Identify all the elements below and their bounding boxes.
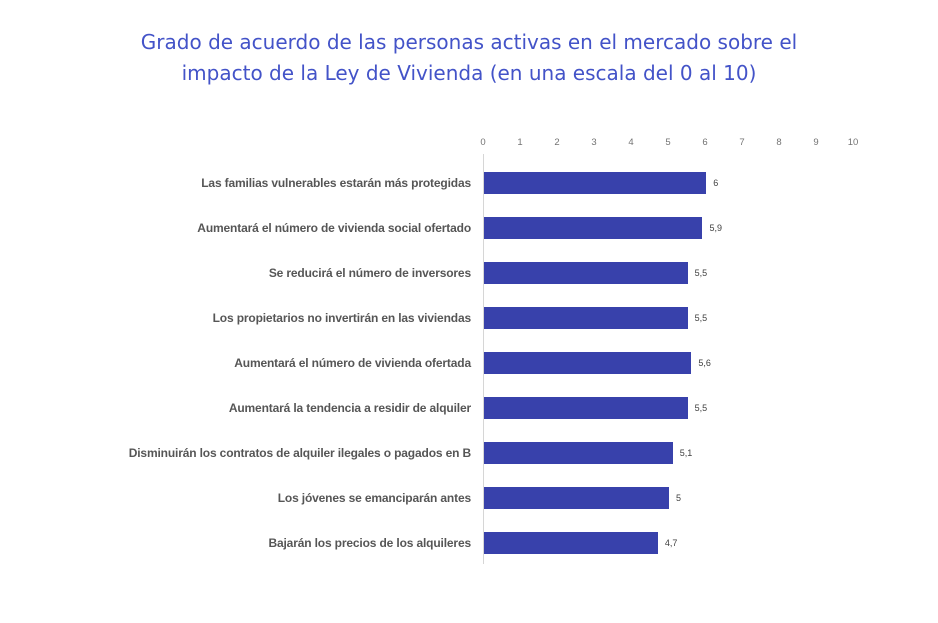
category-label-text: Aumentará la tendencia a residir de alqu… — [228, 400, 471, 415]
value-label: 5,6 — [698, 357, 711, 368]
x-axis-ticks: 0 1 2 3 4 5 6 7 8 9 10 — [480, 137, 858, 151]
category-label-text: Aumentará el número de vivienda social o… — [197, 220, 471, 235]
bar-row: Se reducirá el número de inversores 5,5 — [100, 250, 855, 295]
value-label: 5,5 — [694, 312, 708, 323]
category-label-text: Las familias vulnerables estarán más pro… — [201, 175, 471, 190]
category-label: Se reducirá el número de inversores — [100, 263, 483, 283]
category-label-text: Los propietarios no invertirán en las vi… — [212, 310, 472, 325]
bar — [483, 531, 658, 554]
bar — [483, 306, 688, 329]
chart-title: Grado de acuerdo de las personas activas… — [140, 30, 798, 85]
category-label-text: Los jóvenes se emanciparán antes — [277, 490, 471, 505]
x-tick-label: 8 — [776, 137, 782, 148]
bar — [483, 261, 688, 284]
value-label: 4,7 — [664, 537, 678, 548]
x-tick-label: 6 — [702, 137, 708, 148]
value-label: 5,5 — [694, 267, 708, 278]
category-label: Las familias vulnerables estarán más pro… — [100, 173, 483, 193]
y-axis-line — [483, 154, 484, 564]
category-label: Aumentará el número de vivienda ofertada — [100, 353, 483, 373]
value-label: 5 — [676, 492, 682, 503]
x-tick-label: 0 — [480, 137, 486, 148]
value-label: 5,9 — [709, 222, 722, 233]
category-label: Los jóvenes se emanciparán antes — [100, 488, 483, 508]
bar — [483, 351, 692, 374]
bar-track: 5,6 — [483, 340, 855, 385]
value-label: 5,1 — [679, 447, 693, 458]
x-tick-label: 4 — [628, 137, 634, 148]
bar-rows: Las familias vulnerables estarán más pro… — [100, 154, 855, 565]
bar-track: 6 — [483, 160, 855, 205]
x-tick-label: 5 — [665, 137, 671, 148]
bar-track: 5,5 — [483, 295, 855, 340]
x-tick-label: 3 — [591, 137, 597, 148]
value-label: 5,5 — [694, 402, 708, 413]
category-label-text: Aumentará el número de vivienda ofertada — [234, 355, 471, 370]
category-label: Aumentará la tendencia a residir de alqu… — [100, 398, 483, 418]
bar — [483, 396, 688, 419]
category-label: Aumentará el número de vivienda social o… — [100, 218, 483, 238]
bar — [483, 441, 673, 464]
category-label-text: Bajarán los precios de los alquileres — [268, 535, 471, 550]
label-spacer — [100, 137, 483, 160]
bar-row: Los jóvenes se emanciparán antes 5 — [100, 475, 855, 520]
bar — [483, 171, 707, 194]
bar-row: Aumentará la tendencia a residir de alqu… — [100, 385, 855, 430]
bar-track: 5,1 — [483, 430, 855, 475]
bar-track: 5,5 — [483, 385, 855, 430]
bar-row: Aumentará el número de vivienda social o… — [100, 205, 855, 250]
bar-track: 5,9 — [483, 205, 855, 250]
bar-row: Aumentará el número de vivienda ofertada… — [100, 340, 855, 385]
bar — [483, 216, 703, 239]
bar-chart: 0 1 2 3 4 5 6 7 8 9 10 Las familias vulnerables es… — [100, 137, 858, 565]
bar-row: Bajarán los precios de los alquileres 4,7 — [100, 520, 855, 565]
bar-row: Las familias vulnerables estarán más pro… — [100, 160, 855, 205]
x-tick-label: 1 — [517, 137, 523, 148]
bar-row: Los propietarios no invertirán en las vi… — [100, 295, 855, 340]
category-label-text: Disminuirán los contratos de alquiler il… — [128, 445, 471, 460]
x-tick-label: 10 — [847, 137, 859, 148]
category-label: Los propietarios no invertirán en las vi… — [100, 308, 483, 328]
x-tick-label: 2 — [554, 137, 560, 148]
category-label: Disminuirán los contratos de alquiler il… — [100, 443, 483, 463]
bar-row: Disminuirán los contratos de alquiler il… — [100, 430, 855, 475]
x-axis: 0 1 2 3 4 5 6 7 8 9 10 — [100, 137, 858, 160]
bar-track: 4,7 — [483, 520, 855, 565]
bar-track: 5,5 — [483, 250, 855, 295]
category-label: Bajarán los precios de los alquileres — [100, 533, 483, 553]
category-label-text: Se reducirá el número de inversores — [268, 265, 471, 280]
bar — [483, 486, 669, 509]
bar-track: 5 — [483, 475, 855, 520]
x-tick-label: 9 — [813, 137, 819, 148]
x-tick-label: 7 — [739, 137, 745, 148]
value-label: 6 — [713, 177, 719, 188]
